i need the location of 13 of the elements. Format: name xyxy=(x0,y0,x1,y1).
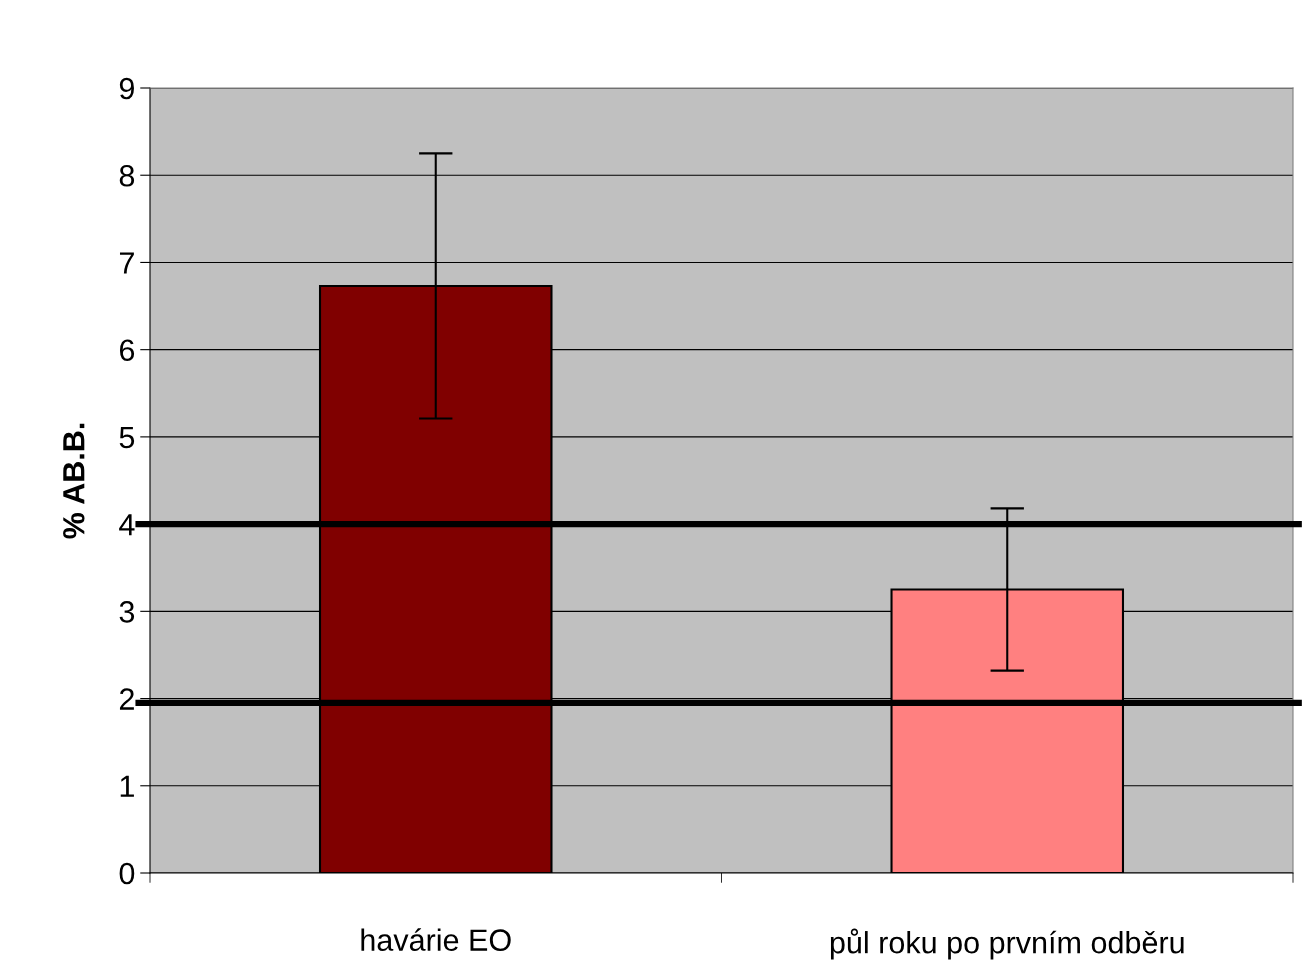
y-tick-label: 6 xyxy=(119,339,135,362)
y-tick-label: 1 xyxy=(120,775,134,797)
y-axis-title: % AB.B. xyxy=(63,423,85,539)
y-tick-label: 8 xyxy=(119,164,135,187)
y-tick-label: 5 xyxy=(119,426,135,449)
x-tick-label: půl roku po prvním odběru xyxy=(830,928,1184,960)
y-tick-label: 9 xyxy=(119,77,134,100)
x-tick-label: havárie EO xyxy=(361,928,511,951)
y-tick-label: 0 xyxy=(119,862,135,885)
y-tick-label: 7 xyxy=(119,252,134,274)
y-tick-label: 4 xyxy=(119,514,135,536)
y-tick-label: 3 xyxy=(119,601,135,623)
y-tick-label: 2 xyxy=(119,688,134,710)
